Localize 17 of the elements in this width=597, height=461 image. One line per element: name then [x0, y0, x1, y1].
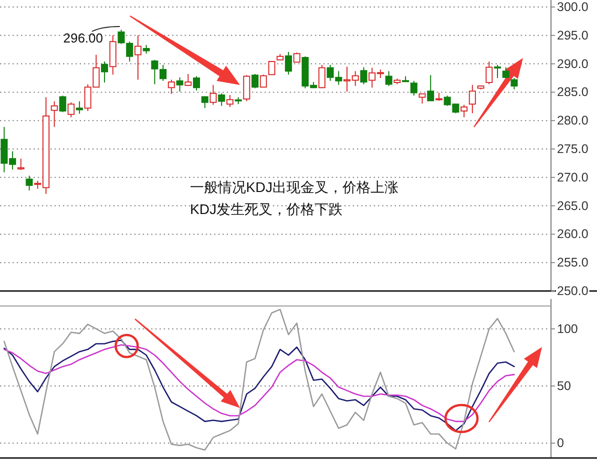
annotation: 296.00 [63, 30, 103, 46]
y-tick-label: 300.0 [557, 0, 588, 14]
y-tick-label: 280.0 [557, 114, 588, 128]
y-tick-label: 260.0 [557, 227, 588, 242]
y-tick-label: 265.0 [557, 198, 588, 213]
y-tick-label: 270.0 [557, 170, 588, 184]
y-tick-label: 100 [557, 322, 578, 336]
y-tick-label: 50 [557, 379, 571, 393]
y-tick-label: 285.0 [557, 85, 588, 100]
y-tick-label: 255.0 [557, 256, 588, 270]
annotation: KDJ发生死叉，价格下跌 [190, 201, 342, 217]
y-tick-label: 275.0 [557, 142, 588, 156]
y-tick-label: 250.0 [557, 284, 588, 298]
y-tick-label: 295.0 [557, 28, 588, 42]
y-tick-label: 290.0 [557, 56, 588, 71]
y-tick-label: 0 [557, 436, 564, 450]
annotation: 一般情况KDJ出现金叉，价格上涨 [190, 179, 398, 195]
